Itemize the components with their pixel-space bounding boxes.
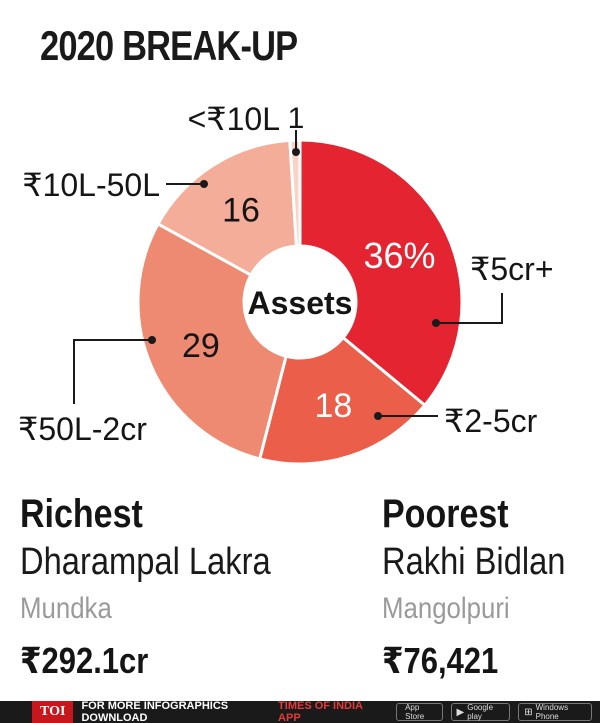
- richest-block: Richest Dharampal Lakra Mundka ₹292.1cr: [20, 492, 311, 682]
- value-label-10l-50l: 16: [222, 191, 260, 229]
- value-labels: 36% 18 29 16 1: [182, 102, 436, 425]
- play-icon: ▶: [456, 706, 465, 718]
- donut-hole: [244, 246, 356, 358]
- category-label-50l-2cr: ₹50L-2cr: [18, 411, 147, 447]
- value-label-10l: 1: [288, 102, 305, 135]
- leader-dot-2-5cr: [374, 412, 382, 420]
- category-labels: ₹5cr+ ₹2-5cr ₹50L-2cr ₹10L-50L <₹10L: [18, 101, 554, 447]
- category-label-10l-50l: ₹10L-50L: [22, 167, 160, 203]
- donut-chart: Assets 36% 18 29 16 1 ₹5cr+ ₹2-5cr ₹50L-2cr ₹10…: [18, 101, 554, 466]
- value-label-5cr: 36%: [363, 235, 435, 276]
- richest-amount: ₹292.1cr: [20, 640, 149, 681]
- windows-phone-badge[interactable]: ⊞ Windows Phone: [518, 703, 592, 721]
- category-label-10l: <₹10L: [188, 101, 280, 137]
- value-label-50l-2cr: 29: [182, 327, 220, 365]
- footer-brand[interactable]: TIMES OF INDIA APP: [278, 701, 363, 723]
- windows-icon: ⊞: [524, 706, 533, 718]
- google-play-badge[interactable]: ▶ Google play: [450, 703, 511, 721]
- footer-cta: FOR MORE INFOGRAPHICS DOWNLOAD: [81, 701, 229, 723]
- leader-5cr: [436, 293, 503, 324]
- leader-dot-10l: [292, 148, 300, 156]
- google-play-label: Google play: [467, 703, 494, 721]
- leader-dot-50l-2cr: [148, 336, 156, 344]
- category-label-5cr: ₹5cr+: [470, 251, 554, 287]
- value-label-2-5cr: 18: [314, 387, 352, 425]
- center-label: Assets: [248, 285, 353, 321]
- windows-phone-label: Windows Phone: [535, 703, 569, 721]
- richest-heading: Richest: [20, 492, 143, 536]
- toi-logo: TOI: [32, 701, 74, 723]
- leader-50l-2cr: [73, 339, 152, 404]
- footer-bar: TOI FOR MORE INFOGRAPHICS DOWNLOAD TIMES…: [0, 701, 600, 723]
- poorest-name: Rakhi Bidlan: [382, 541, 566, 583]
- leader-dot-5cr: [432, 319, 440, 327]
- richest-name: Dharampal Lakra: [20, 541, 271, 583]
- poorest-block: Poorest Rakhi Bidlan Mangolpuri ₹76,421: [382, 492, 595, 682]
- poorest-heading: Poorest: [382, 492, 509, 536]
- category-label-2-5cr: ₹2-5cr: [444, 403, 538, 439]
- poorest-amount: ₹76,421: [382, 640, 499, 681]
- leader-dot-10l-50l: [200, 180, 208, 188]
- chart-title: 2020 BREAK-UP: [40, 22, 298, 69]
- app-store-badge[interactable]: App Store: [396, 703, 443, 721]
- richest-area: Mundka: [20, 592, 112, 625]
- app-store-label: App Store: [405, 703, 425, 721]
- leader-lines: [73, 130, 503, 420]
- poorest-area: Mangolpuri: [382, 592, 510, 625]
